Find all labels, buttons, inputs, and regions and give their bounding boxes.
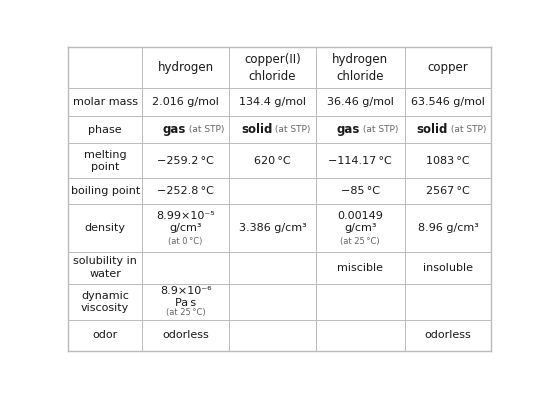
Text: boiling point: boiling point — [70, 186, 140, 196]
Text: 36.46 g/mol: 36.46 g/mol — [327, 97, 394, 107]
Text: molar mass: molar mass — [73, 97, 138, 107]
Text: odorless: odorless — [425, 331, 471, 340]
Text: dynamic
viscosity: dynamic viscosity — [81, 291, 129, 313]
Text: melting
point: melting point — [84, 150, 127, 172]
Text: gas: gas — [337, 123, 360, 136]
Text: hydrogen: hydrogen — [158, 61, 213, 74]
Text: gas: gas — [162, 123, 186, 136]
Text: 8.96 g/cm³: 8.96 g/cm³ — [418, 223, 478, 233]
Text: 2.016 g/mol: 2.016 g/mol — [152, 97, 219, 107]
Text: 8.9×10⁻⁶
Pa s: 8.9×10⁻⁶ Pa s — [160, 286, 211, 308]
Text: (at STP): (at STP) — [272, 125, 311, 134]
Text: solid: solid — [417, 123, 448, 136]
Text: 134.4 g/mol: 134.4 g/mol — [239, 97, 306, 107]
Text: (at 25 °C): (at 25 °C) — [166, 308, 205, 317]
Text: (at STP): (at STP) — [448, 125, 486, 134]
Text: 620 °C: 620 °C — [254, 156, 290, 166]
Text: insoluble: insoluble — [423, 262, 473, 273]
Text: copper: copper — [428, 61, 468, 74]
Text: hydrogen
chloride: hydrogen chloride — [332, 53, 388, 83]
Text: (at 0 °C): (at 0 °C) — [169, 237, 203, 246]
Text: −259.2 °C: −259.2 °C — [157, 156, 214, 166]
Text: phase: phase — [88, 125, 122, 135]
Text: 63.546 g/mol: 63.546 g/mol — [411, 97, 485, 107]
Text: solid: solid — [241, 123, 272, 136]
Text: −252.8 °C: −252.8 °C — [157, 186, 214, 196]
Text: 0.00149
g/cm³: 0.00149 g/cm³ — [337, 211, 383, 232]
Text: odorless: odorless — [162, 331, 209, 340]
Text: 1083 °C: 1083 °C — [426, 156, 470, 166]
Text: 8.99×10⁻⁵
g/cm³: 8.99×10⁻⁵ g/cm³ — [156, 211, 215, 232]
Text: −85 °C: −85 °C — [341, 186, 379, 196]
Text: odor: odor — [93, 331, 118, 340]
Text: 3.386 g/cm³: 3.386 g/cm³ — [239, 223, 306, 233]
Text: density: density — [85, 223, 126, 233]
Text: (at STP): (at STP) — [360, 125, 399, 134]
Text: miscible: miscible — [337, 262, 383, 273]
Text: (at STP): (at STP) — [186, 125, 224, 134]
Text: 2567 °C: 2567 °C — [426, 186, 470, 196]
Text: (at 25 °C): (at 25 °C) — [340, 237, 380, 246]
Text: −114.17 °C: −114.17 °C — [328, 156, 392, 166]
Text: solubility in
water: solubility in water — [73, 256, 137, 279]
Text: copper(II)
chloride: copper(II) chloride — [244, 53, 301, 83]
